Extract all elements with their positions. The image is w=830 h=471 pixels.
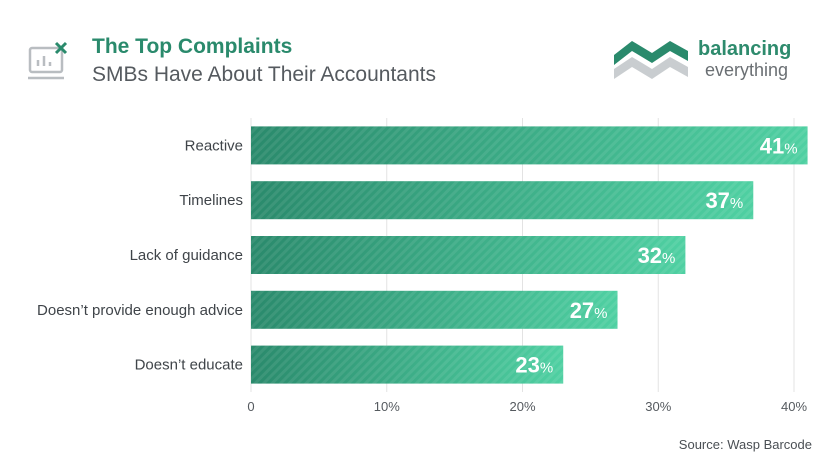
category-label: Doesn’t provide enough advice (37, 302, 243, 319)
value-label: 41% (760, 133, 798, 158)
chart-title: The Top Complaints (92, 35, 293, 58)
chart-close-icon (28, 41, 68, 80)
bar-texture (251, 290, 618, 329)
bar-texture (251, 345, 564, 384)
x-tick-label: 0 (247, 399, 254, 414)
category-label: Reactive (185, 137, 243, 154)
x-tick-label: 30% (645, 399, 671, 414)
value-label: 32% (638, 243, 676, 268)
value-label: 37% (705, 188, 743, 213)
category-label: Doesn’t educate (135, 357, 243, 374)
bar-texture (251, 236, 686, 274)
chart-subtitle: SMBs Have About Their Accountants (92, 63, 436, 86)
x-tick-label: 40% (781, 399, 807, 414)
brand-tagline: everything (705, 60, 789, 80)
x-tick-label: 10% (374, 399, 400, 414)
bar-texture (251, 126, 808, 165)
source-note: Source: Wasp Barcode (678, 437, 812, 452)
x-tick-label: 20% (509, 399, 535, 414)
category-label: Lack of guidance (130, 247, 243, 264)
brand-name: balancing (698, 38, 792, 60)
balancing-everything-logo (614, 41, 688, 79)
category-label: Timelines (179, 192, 243, 209)
bar-texture (251, 181, 754, 220)
value-label: 23% (515, 353, 553, 378)
value-label: 27% (570, 298, 608, 323)
